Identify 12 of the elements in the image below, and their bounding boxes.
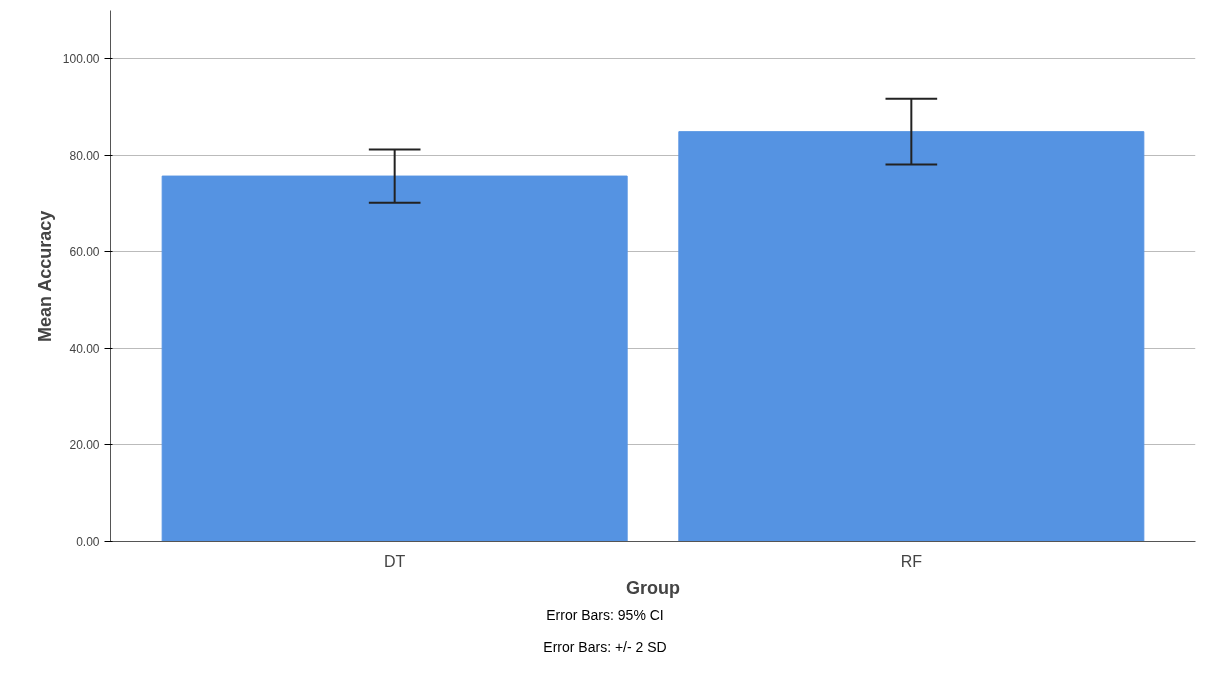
y-tick-label: 60.00 [69,245,100,260]
y-axis-title: Mean Accuracy [34,210,55,343]
y-tick-label: 40.00 [69,341,100,356]
y-tick-label: 100.00 [62,52,100,67]
x-tick-label: RF [900,552,923,570]
text: Error Bars: 95% CI [546,606,664,625]
text: Error Bars: +/- 2 SD [543,638,667,657]
y-tick-label: 80.00 [69,148,100,163]
x-axis-title: Group [626,577,680,598]
x-tick-label: DT [384,552,406,570]
y-tick-label: 0.00 [76,535,100,549]
y-tick-label: 20.00 [69,438,100,453]
